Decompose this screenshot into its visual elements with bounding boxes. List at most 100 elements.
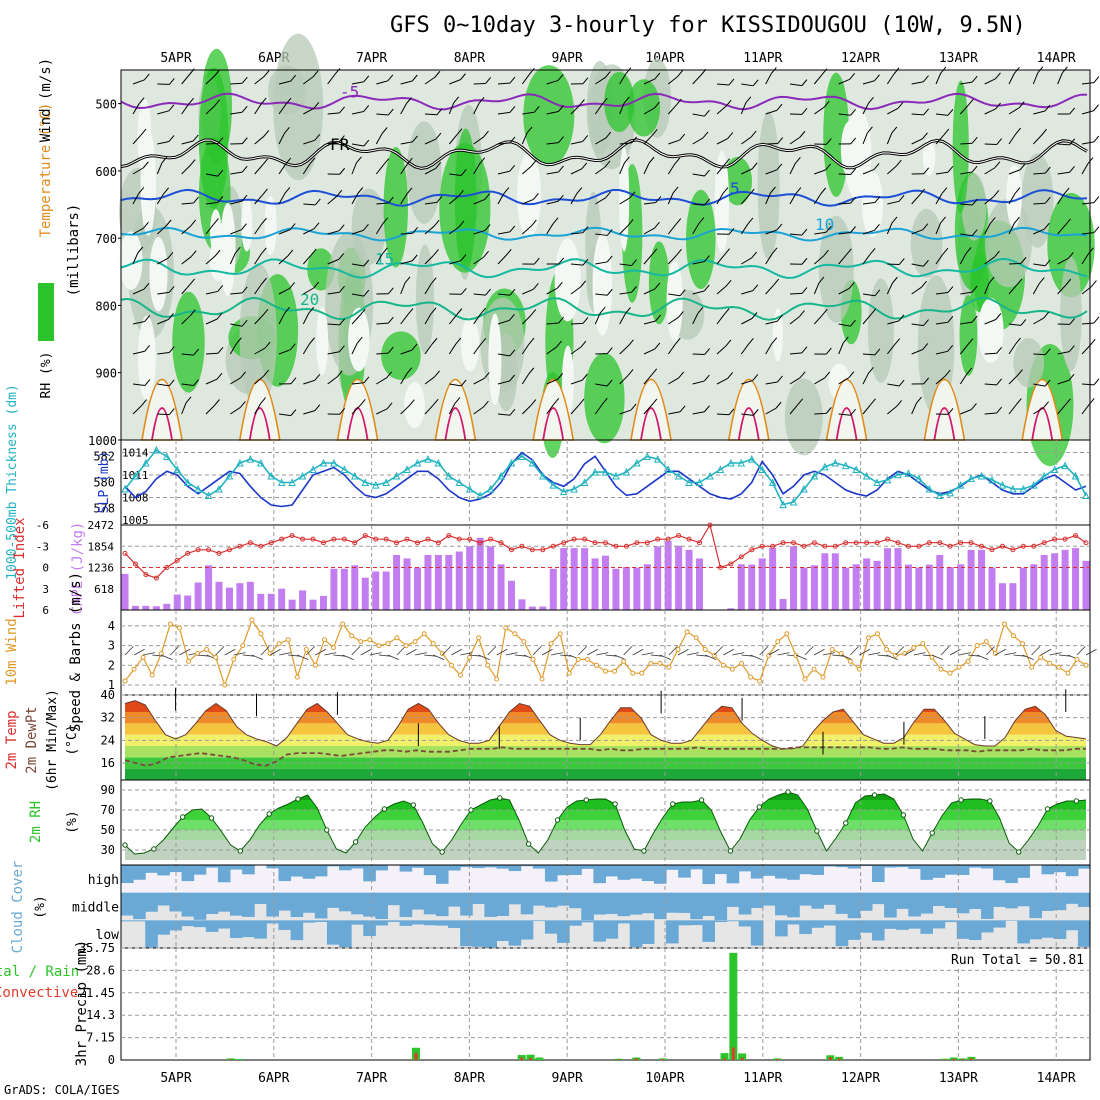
wind-barb-flag <box>748 188 755 196</box>
wind-barb-flag <box>406 97 412 104</box>
surface-wind-barb <box>1049 652 1062 656</box>
wind-barb-flag <box>623 96 630 104</box>
pressure-unit-label: (millibars) <box>66 204 82 297</box>
wind-barb <box>448 134 458 145</box>
cape-bar <box>946 567 954 610</box>
temp-30-contour <box>542 407 565 441</box>
cloud-bar <box>460 920 473 947</box>
wind-speed-point <box>884 647 890 653</box>
wind-barb <box>619 73 627 85</box>
wind-barb <box>741 168 753 175</box>
wind-barb-flag <box>1016 278 1023 286</box>
cloud-bar <box>460 865 473 868</box>
wind-speed-point <box>874 631 880 637</box>
lifted-index-point <box>874 540 880 546</box>
wind-barb <box>643 320 656 325</box>
thickness-point <box>1009 484 1017 493</box>
thickness-point <box>539 471 547 480</box>
precip-total-bar <box>526 1054 535 1060</box>
wind-barb-flag <box>850 168 857 175</box>
cape-bar <box>821 553 829 610</box>
lifted-index-point <box>958 540 964 546</box>
precip-total-bar <box>729 952 738 1060</box>
date-label-top: 8APR <box>454 51 485 66</box>
wind-barb-flag <box>995 313 1002 320</box>
thickness-point <box>152 445 161 454</box>
thickness-point <box>194 484 202 493</box>
wind-barb <box>278 80 291 85</box>
slp-tick-label: 1005 <box>122 514 149 527</box>
wind-barb <box>814 377 825 385</box>
wind-barb <box>400 103 407 115</box>
wind-barb-flag <box>601 97 608 105</box>
cloud-bar <box>496 865 510 869</box>
wind-barb <box>473 293 486 296</box>
wind-tick-label: 1 <box>108 678 115 692</box>
wind-barb-flag <box>1013 216 1020 224</box>
wind-barb-flag <box>1043 222 1050 230</box>
cape-bar <box>528 606 536 610</box>
wind-barb-flag <box>313 281 320 289</box>
thickness-point <box>413 458 422 467</box>
thickness-point <box>706 471 714 480</box>
wind-barb <box>375 164 385 175</box>
precip-convective-bar <box>723 1058 727 1060</box>
wind-barb-flag <box>263 70 270 77</box>
wind-barb-flag <box>214 399 220 406</box>
wind-barb <box>1057 171 1070 175</box>
wind-barb <box>546 322 559 325</box>
rh-point <box>525 841 532 847</box>
wind-barb <box>278 163 287 175</box>
wind-barb <box>1081 82 1094 85</box>
wind-barb <box>886 282 893 295</box>
thickness-point <box>131 471 140 480</box>
wind-speed-point <box>285 637 291 643</box>
cloud-bar <box>278 865 292 882</box>
wind-barb-flag <box>752 284 759 291</box>
wind-barb <box>984 195 995 205</box>
cape-bar <box>497 564 505 610</box>
wind-barb <box>546 171 559 175</box>
lifted-index-point <box>341 536 347 542</box>
cape-bar <box>152 606 160 610</box>
wind-speed-point <box>1010 633 1016 639</box>
cape-bar <box>925 564 933 610</box>
wind-barb <box>595 77 606 85</box>
cape-bar <box>246 581 254 610</box>
surface-wind-barb <box>1076 646 1086 656</box>
surface-wind-barb <box>514 654 527 657</box>
temp-30-contour <box>248 407 271 441</box>
lifted-index-point <box>300 536 306 542</box>
surface-wind-barb <box>405 648 417 656</box>
wind-barb-flag <box>485 288 492 296</box>
surface-wind-barb <box>124 646 134 656</box>
surface-wind-barb <box>1058 654 1071 657</box>
wind-barb <box>692 203 705 206</box>
surface-wind-barb <box>161 654 173 661</box>
wind-barb-flag <box>916 396 922 404</box>
wind-barb <box>594 403 603 415</box>
wind-barb <box>497 254 507 265</box>
wind-barb-flag <box>505 248 512 256</box>
wind-barb <box>254 194 263 205</box>
wind-barb <box>984 256 995 265</box>
wind-barb <box>984 383 997 386</box>
wind-barb <box>132 288 145 295</box>
lifted-index-point <box>759 543 765 549</box>
cape-bar <box>936 554 944 610</box>
thickness-point <box>121 484 129 493</box>
wind-barb <box>1081 253 1089 265</box>
lifted-index-point <box>811 540 817 546</box>
wind-tick-label: 3 <box>108 639 115 653</box>
pressure-tick-label: 600 <box>95 165 117 179</box>
wind-barb-flag <box>313 222 320 230</box>
run-total-bg <box>945 950 1087 968</box>
wind-barb <box>205 318 218 325</box>
cape-tick-label: 618 <box>94 583 114 596</box>
wind-barb <box>351 162 357 175</box>
rh-point <box>1073 798 1080 804</box>
wind-barb-flag <box>528 367 535 375</box>
wind-barb-flag <box>654 101 660 109</box>
wind-barb-flag <box>485 77 492 84</box>
cloud-bar <box>738 865 752 872</box>
